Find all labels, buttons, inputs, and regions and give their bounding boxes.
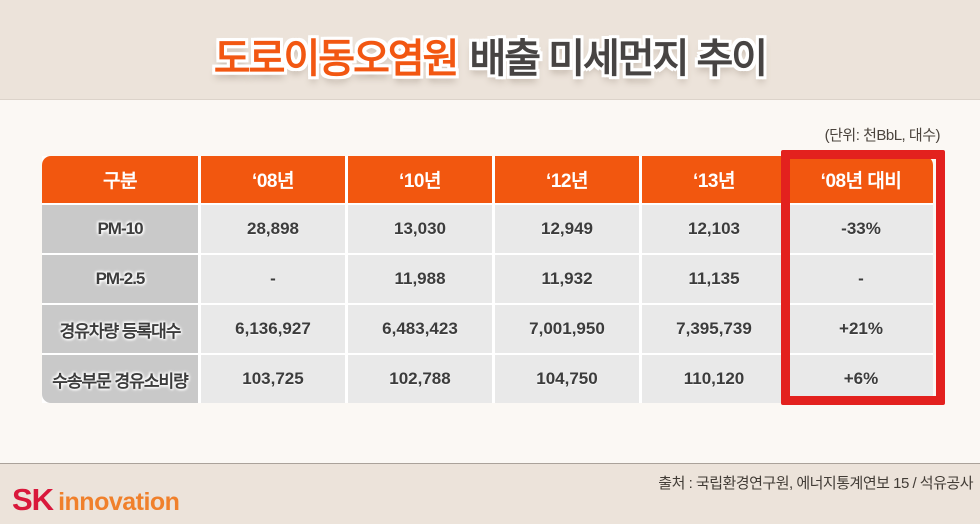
table-cell: 12,103	[642, 205, 786, 253]
row-label: PM-2.5	[42, 255, 198, 303]
table-cell: +21%	[789, 305, 933, 353]
table-header-cell: ‘10년	[348, 156, 492, 203]
table-cell: 6,483,423	[348, 305, 492, 353]
row-label: PM-10	[42, 205, 198, 253]
table-cell: 11,932	[495, 255, 639, 303]
page-title-accent: 도로이동오염원	[213, 36, 460, 81]
table-header-cell: ‘13년	[642, 156, 786, 203]
page-title-rest: 배출 미세먼지 추이	[469, 36, 768, 81]
table-cell: +6%	[789, 355, 933, 403]
table-cell: 28,898	[201, 205, 345, 253]
data-table: 구분 ‘08년 ‘10년 ‘12년 ‘13년 ‘08년 대비 PM-10 28,…	[42, 156, 933, 403]
table-cell: 110,120	[642, 355, 786, 403]
table-cell: 7,395,739	[642, 305, 786, 353]
unit-label: (단위: 천BbL, 대수)	[824, 127, 941, 144]
table-header-cell-highlighted: ‘08년 대비	[789, 156, 933, 203]
row-label: 수송부문 경유소비량	[42, 355, 198, 403]
table-cell: 7,001,950	[495, 305, 639, 353]
table-cell: 104,750	[495, 355, 639, 403]
table-cell: -33%	[789, 205, 933, 253]
source-text: 출처 : 국립환경연구원, 에너지통계연보 15 / 석유공사	[658, 475, 973, 492]
table-cell: 103,725	[201, 355, 345, 403]
table-cell: -	[789, 255, 933, 303]
table-cell: 13,030	[348, 205, 492, 253]
table-cell: 12,949	[495, 205, 639, 253]
table-cell: 11,988	[348, 255, 492, 303]
content-area: (단위: 천BbL, 대수) 구분 ‘08년 ‘10년 ‘12년 ‘13년 ‘0…	[0, 101, 980, 463]
table-cell: 102,788	[348, 355, 492, 403]
table-cell: 11,135	[642, 255, 786, 303]
sk-innovation-logo: SK innovation	[12, 482, 180, 518]
page-title: 도로이동오염원 배출 미세먼지 추이	[213, 26, 768, 84]
table-header-cell: ‘12년	[495, 156, 639, 203]
table-header-cell: 구분	[42, 156, 198, 203]
table-header-cell: ‘08년	[201, 156, 345, 203]
logo-innovation-text: innovation	[58, 488, 180, 516]
title-band: 도로이동오염원 배출 미세먼지 추이	[0, 0, 980, 100]
table-cell: 6,136,927	[201, 305, 345, 353]
row-label: 경유차량 등록대수	[42, 305, 198, 353]
footer-band: 출처 : 국립환경연구원, 에너지통계연보 15 / 석유공사 SK innov…	[0, 463, 980, 524]
logo-sk-text: SK	[12, 482, 54, 517]
table-cell: -	[201, 255, 345, 303]
